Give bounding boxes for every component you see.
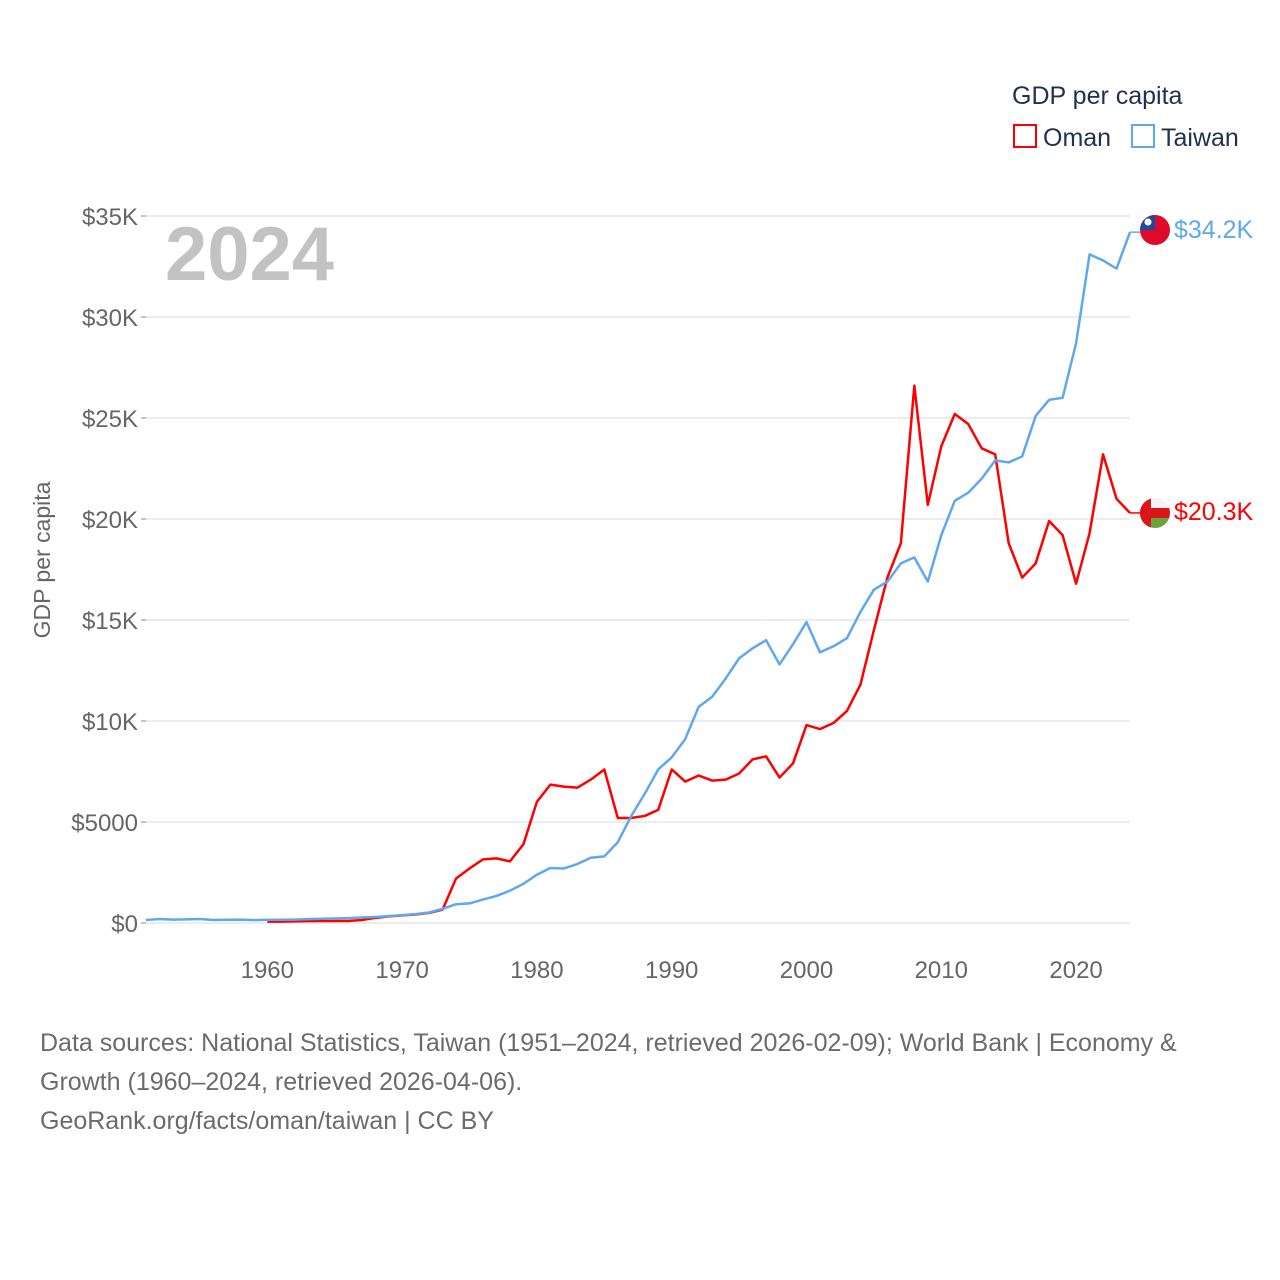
y-tick-label: $25K [82, 406, 138, 433]
y-tick-label: $35K [82, 204, 138, 231]
x-tick-label: 1980 [510, 957, 563, 984]
source-note: Data sources: National Statistics, Taiwa… [40, 1024, 1240, 1141]
legend-label-oman: Oman [1043, 124, 1111, 152]
y-tick-label: $20K [82, 507, 138, 534]
source-line-1: Data sources: National Statistics, Taiwa… [40, 1029, 1177, 1057]
y-tick-label: $5000 [71, 810, 138, 837]
legend-title: GDP per capita [1012, 82, 1183, 110]
x-tick-label: 1960 [241, 957, 294, 984]
y-tick-label: $0 [111, 911, 138, 938]
end-label-oman: $20.3K [1174, 498, 1254, 526]
series-line-oman [267, 384, 1131, 923]
line-chart: $0 $5000 $10K $15K $20K $25K $30K $35K 1960 1970… [29, 82, 1254, 984]
taiwan-flag-icon [1140, 215, 1170, 245]
legend-item-taiwan[interactable]: Taiwan [1131, 124, 1239, 152]
y-axis-label: GDP per capita [29, 481, 55, 638]
x-tick-label: 1990 [645, 957, 698, 984]
legend-swatch-taiwan [1131, 124, 1155, 148]
x-tick-label: 2010 [915, 957, 968, 984]
x-tick-label: 2020 [1049, 957, 1102, 984]
source-line-2: Growth (1960–2024, retrieved 2026-04-06)… [40, 1068, 523, 1096]
legend-label-taiwan: Taiwan [1161, 124, 1239, 152]
series-line-taiwan [145, 231, 1132, 922]
x-tick-label: 2000 [780, 957, 833, 984]
year-label: 2024 [165, 212, 334, 297]
legend-swatch-oman [1013, 124, 1037, 148]
y-tick-label: $10K [82, 709, 138, 736]
x-tick-label: 1970 [375, 957, 428, 984]
y-tick-label: $15K [82, 608, 138, 635]
oman-flag-icon [1140, 498, 1170, 528]
y-tick-label: $30K [82, 305, 138, 332]
legend-item-oman[interactable]: Oman [1013, 124, 1111, 152]
end-label-taiwan: $34.2K [1174, 216, 1254, 244]
source-link[interactable]: GeoRank.org/facts/oman/taiwan | CC BY [40, 1107, 494, 1135]
